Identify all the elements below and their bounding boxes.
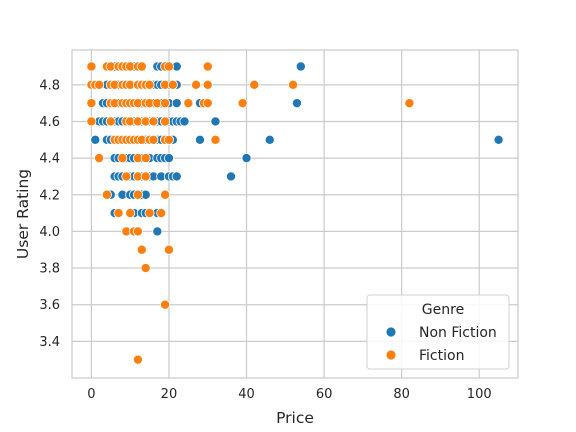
- point-fiction: [191, 79, 202, 90]
- point-non-fiction: [90, 134, 101, 145]
- x-tick-label: 100: [467, 387, 492, 402]
- point-non-fiction: [179, 116, 190, 127]
- y-tick-label: 4.0: [39, 225, 60, 240]
- point-non-fiction: [264, 134, 275, 145]
- point-non-fiction: [171, 98, 182, 109]
- point-fiction: [249, 79, 260, 90]
- point-fiction: [288, 79, 299, 90]
- point-non-fiction: [152, 226, 163, 237]
- point-fiction: [167, 79, 178, 90]
- point-fiction: [144, 208, 155, 219]
- point-fiction: [140, 263, 151, 274]
- y-tick-label: 4.8: [39, 78, 60, 93]
- point-fiction: [132, 226, 143, 237]
- point-fiction: [160, 116, 171, 127]
- point-fiction: [136, 244, 147, 255]
- x-tick-labels: 0 20 40 60 80 100: [87, 387, 491, 402]
- point-fiction: [160, 189, 171, 200]
- point-fiction: [101, 189, 112, 200]
- point-non-fiction: [226, 171, 237, 182]
- x-tick-label: 20: [161, 387, 178, 402]
- point-fiction: [136, 61, 147, 72]
- point-non-fiction: [493, 134, 504, 145]
- point-non-fiction: [163, 153, 174, 164]
- point-fiction: [125, 208, 136, 219]
- x-tick-label: 60: [316, 387, 333, 402]
- point-fiction: [105, 116, 116, 127]
- point-fiction: [183, 98, 194, 109]
- data-points: [86, 61, 504, 365]
- point-fiction: [404, 98, 415, 109]
- y-tick-label: 3.4: [39, 335, 60, 350]
- point-fiction: [148, 134, 159, 145]
- point-fiction: [160, 299, 171, 310]
- point-fiction: [160, 98, 171, 109]
- point-non-fiction: [171, 171, 182, 182]
- legend-marker-non-fiction: [385, 326, 397, 338]
- point-non-fiction: [295, 61, 306, 72]
- point-fiction: [140, 153, 151, 164]
- point-fiction: [202, 98, 213, 109]
- point-fiction: [113, 208, 124, 219]
- point-fiction: [163, 134, 174, 145]
- x-tick-label: 80: [393, 387, 410, 402]
- point-fiction: [144, 79, 155, 90]
- point-fiction: [86, 98, 97, 109]
- point-fiction: [156, 208, 167, 219]
- y-tick-label: 3.6: [39, 298, 60, 313]
- point-fiction: [202, 61, 213, 72]
- point-non-fiction: [241, 153, 252, 164]
- point-fiction: [210, 134, 221, 145]
- x-axis-label: Price: [276, 409, 314, 427]
- plot-frame: [71, 49, 519, 379]
- legend: Genre Non Fiction Fiction: [366, 294, 510, 370]
- point-fiction: [148, 116, 159, 127]
- y-axis-label: User Rating: [14, 169, 32, 259]
- y-tick-label: 4.4: [39, 152, 60, 167]
- point-fiction: [94, 79, 105, 90]
- x-tick-label: 40: [238, 387, 255, 402]
- point-fiction: [237, 98, 248, 109]
- point-fiction: [121, 171, 132, 182]
- point-fiction: [132, 189, 143, 200]
- legend-box: [366, 294, 510, 370]
- point-fiction: [86, 116, 97, 127]
- point-non-fiction: [291, 98, 302, 109]
- point-fiction: [132, 354, 143, 365]
- legend-marker-fiction: [385, 349, 397, 361]
- point-fiction: [117, 153, 128, 164]
- y-tick-label: 3.8: [39, 262, 60, 277]
- point-fiction: [94, 153, 105, 164]
- y-tick-label: 4.6: [39, 115, 60, 130]
- y-tick-labels: 3.4 3.6 3.8 4.0 4.2 4.4 4.6 4.8: [39, 78, 60, 350]
- point-fiction: [86, 61, 97, 72]
- point-fiction: [163, 61, 174, 72]
- point-non-fiction: [210, 116, 221, 127]
- x-tick-label: 0: [87, 387, 95, 402]
- point-non-fiction: [194, 134, 205, 145]
- point-fiction: [140, 171, 151, 182]
- legend-label-fiction: Fiction: [419, 348, 464, 364]
- y-tick-label: 4.2: [39, 188, 60, 203]
- legend-label-non-fiction: Non Fiction: [419, 325, 497, 341]
- legend-title: Genre: [422, 302, 464, 318]
- point-fiction: [163, 244, 174, 255]
- point-fiction: [202, 79, 213, 90]
